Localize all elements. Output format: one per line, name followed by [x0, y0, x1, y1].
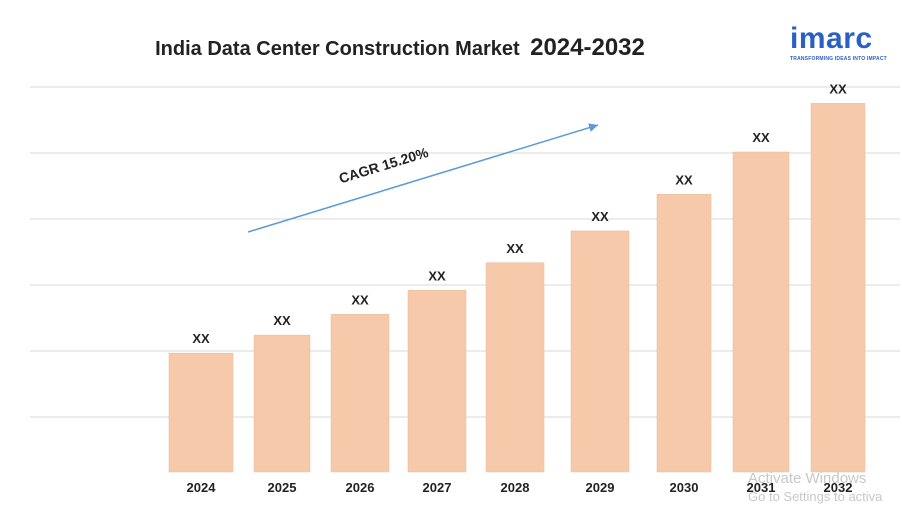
bar-2032 [810, 103, 866, 473]
bar-2024 [168, 352, 234, 473]
data-label-2030: XX [675, 172, 693, 187]
bar-2029 [570, 230, 630, 473]
chart-title: India Data Center Construction Market 20… [0, 34, 800, 62]
x-tick-2029: 2029 [586, 480, 615, 495]
chart-title-main: India Data Center Construction Market [155, 38, 520, 60]
bar-2026 [330, 314, 390, 473]
watermark-line-2: Go to Settings to activa [748, 489, 883, 504]
watermark-line-1: Activate Windows [748, 470, 867, 487]
bar-2028 [485, 262, 545, 473]
x-tick-2030: 2030 [670, 480, 699, 495]
x-tick-2026: 2026 [346, 480, 375, 495]
data-label-2029: XX [591, 209, 609, 224]
bar-2027 [407, 290, 467, 473]
x-tick-2032: 2032 [824, 480, 853, 495]
bar-2030 [656, 194, 712, 473]
data-label-2028: XX [506, 241, 524, 256]
windows-activation-watermark: Activate Windows Go to Settings to activ… [748, 470, 882, 506]
bar-2025 [253, 334, 311, 473]
x-tick-2028: 2028 [501, 480, 530, 495]
data-label-2026: XX [351, 292, 369, 307]
cagr-arrow [247, 123, 599, 233]
data-label-2027: XX [428, 268, 446, 283]
imarc-logo: imarc TRANSFORMING IDEAS INTO IMPACT [790, 22, 900, 63]
x-tick-2025: 2025 [268, 480, 297, 495]
data-label-2032: XX [829, 81, 847, 96]
x-tick-2027: 2027 [423, 480, 452, 495]
x-tick-2031: 2031 [747, 480, 776, 495]
logo-wordmark: imarc [790, 22, 873, 55]
data-label-2031: XX [752, 130, 770, 145]
data-label-2025: XX [273, 313, 291, 328]
data-label-2024: XX [192, 331, 210, 346]
bar-2031 [732, 151, 790, 473]
x-tick-2024: 2024 [187, 480, 217, 495]
logo-tagline: TRANSFORMING IDEAS INTO IMPACT [790, 56, 887, 62]
chart-title-years: 2024-2032 [530, 34, 645, 61]
